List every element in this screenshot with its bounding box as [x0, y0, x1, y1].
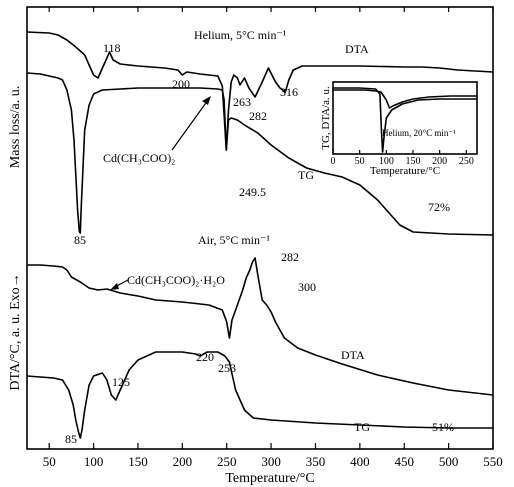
inset-title: Helium, 20°C min⁻¹ [382, 128, 456, 138]
x-tick-label: 500 [439, 454, 459, 469]
inset-y-label: TG, DTA/a. u. [320, 86, 332, 150]
inset-x-tick-label: 100 [379, 156, 394, 167]
peak-label: 125 [112, 375, 130, 389]
inset-x-tick-label: 0 [331, 156, 336, 167]
plot-frame [26, 6, 494, 450]
bottom-tg-label: TG [354, 420, 370, 434]
x-tick-label: 150 [128, 454, 148, 469]
top-compound-arrow [171, 96, 211, 151]
peak-label: 300 [298, 280, 316, 294]
x-axis-ticks: 50 100 150 200 250 300 350 400 450 500 550 [43, 7, 503, 469]
x-axis-label: Temperature/°C [225, 471, 314, 486]
inset-x-tick-label: 200 [432, 156, 447, 167]
peak-label: 316 [280, 85, 298, 99]
bottom-percent-label: 51% [432, 420, 454, 434]
bottom-compound-label: Cd(CH₃COO)₂·H₂O [127, 273, 225, 287]
top-tg-label: TG [298, 168, 314, 182]
x-tick-label: 400 [350, 454, 370, 469]
inset-x-label: Temperature/°C [370, 165, 440, 177]
top-panel-title: Helium, 5°C min⁻¹ [194, 28, 287, 42]
bottom-dta-label: DTA [341, 348, 365, 362]
x-tick-label: 450 [394, 454, 414, 469]
top-dta-label: DTA [345, 42, 369, 56]
top-compound-label: Cd(CH₃COO)₂ [103, 151, 175, 165]
inset-x-tick-label: 250 [459, 156, 474, 167]
x-tick-label: 50 [43, 454, 56, 469]
peak-label: 282 [249, 109, 267, 123]
inset-x-ticks: 0 50 100 150 200 250 [331, 150, 474, 167]
x-tick-label: 350 [306, 454, 326, 469]
top-percent-label: 72% [428, 200, 450, 214]
y-axis-label-top: Mass loss/a. u. [8, 86, 23, 168]
air-dta-curve [27, 257, 494, 396]
peak-label: 85 [74, 233, 86, 247]
inset-x-tick-label: 50 [355, 156, 365, 167]
inset-curves [333, 87, 477, 153]
peak-label: 85 [65, 432, 77, 446]
peak-label: 200 [172, 77, 190, 91]
x-tick-label: 550 [483, 454, 503, 469]
helium-tg-curve [26, 72, 494, 236]
inset-x-tick-label: 150 [406, 156, 421, 167]
y-axis-label-bottom: DTA/°C, a. u. Exo→ [8, 273, 23, 390]
peak-label: 118 [103, 41, 121, 55]
x-tick-label: 200 [173, 454, 193, 469]
peak-label: 249.5 [239, 185, 266, 199]
bottom-compound-arrow [110, 279, 129, 290]
peak-label: 220 [196, 350, 214, 364]
inset-dta-curve [333, 89, 477, 109]
inset-tg-curve [333, 87, 477, 153]
inset-chart: 0 50 100 150 200 250 Helium, 20°C min⁻¹ Tempe… [320, 81, 478, 177]
main-curves [26, 31, 494, 439]
bottom-panel-title: Air, 5°C min⁻¹ [198, 233, 270, 247]
peak-label: 253 [218, 361, 236, 375]
inset-frame [332, 81, 478, 155]
peak-label: 282 [281, 250, 299, 264]
x-tick-label: 300 [261, 454, 281, 469]
x-tick-label: 250 [217, 454, 237, 469]
air-tg-curve [26, 351, 493, 439]
peak-label: 263 [233, 95, 251, 109]
x-tick-label: 100 [84, 454, 104, 469]
